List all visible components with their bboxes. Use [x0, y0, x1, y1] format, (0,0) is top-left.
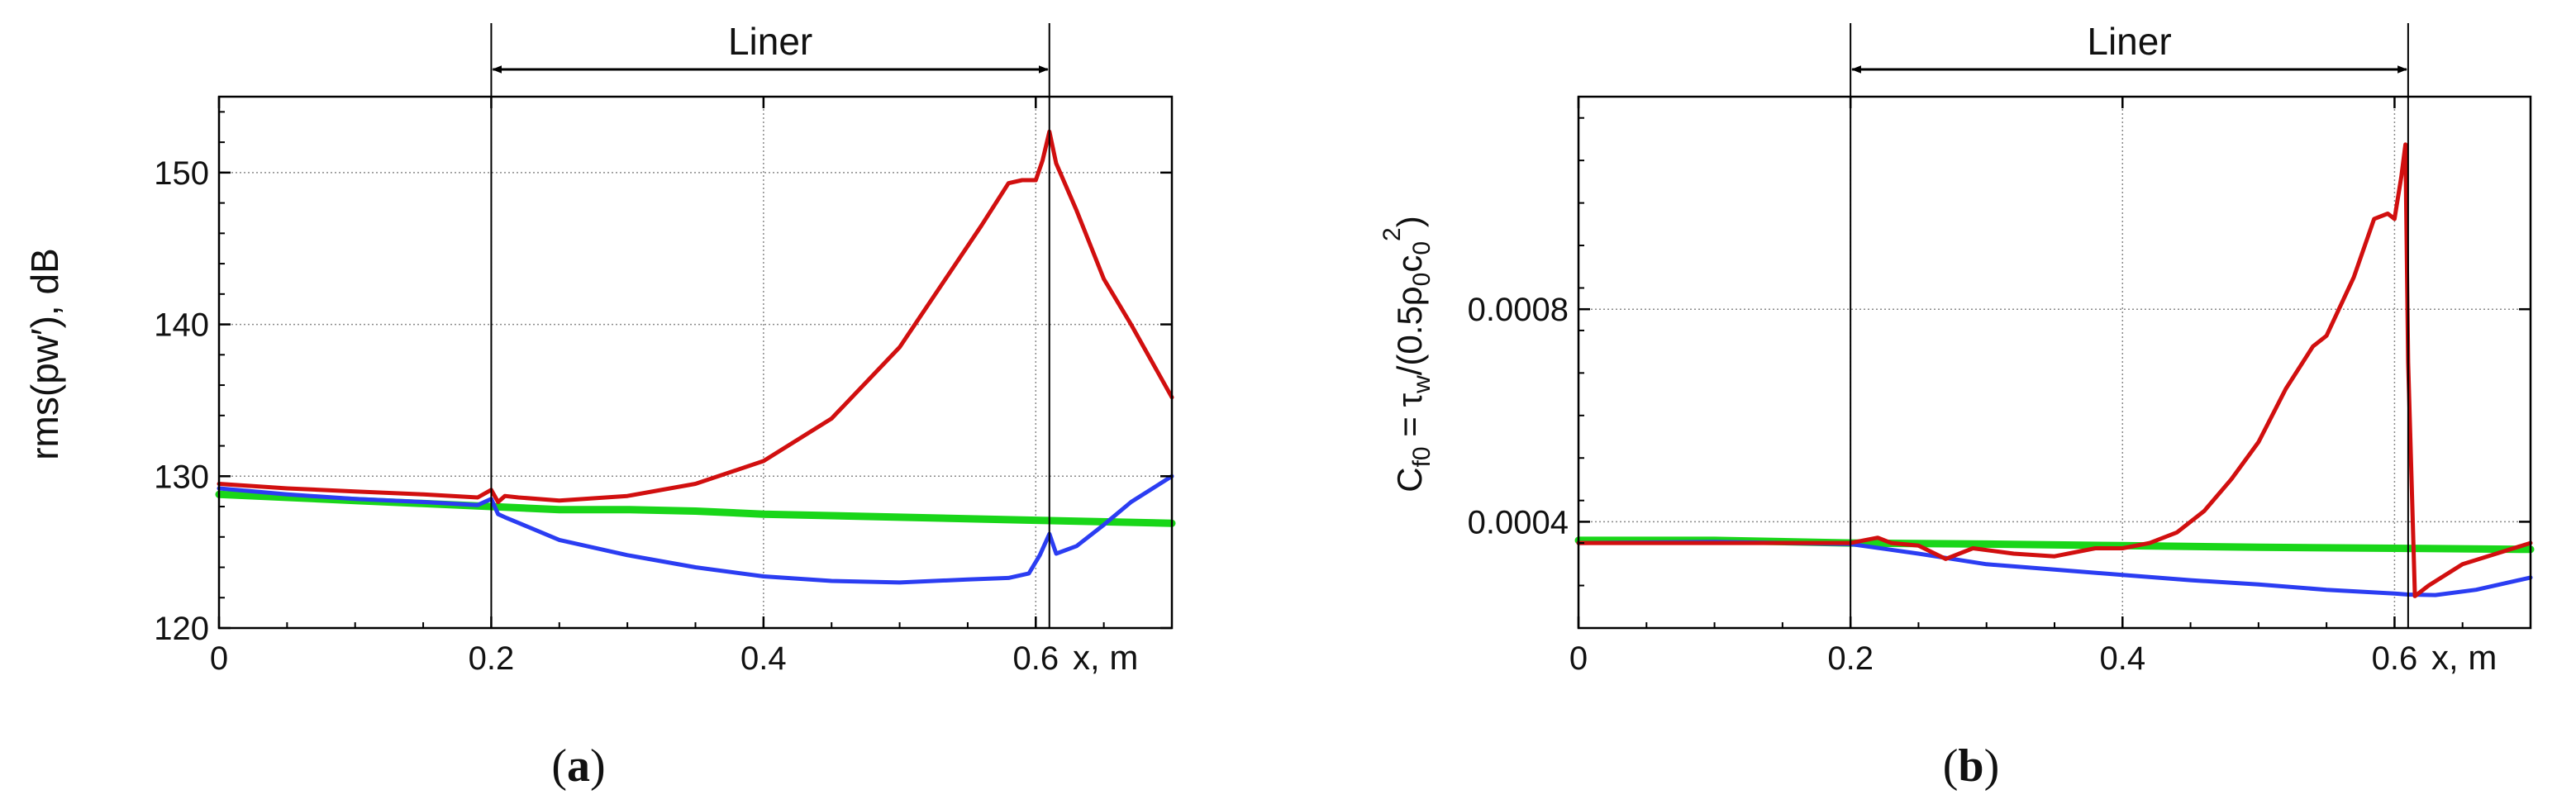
y-tick-label: 150 — [154, 155, 209, 192]
x-tick-label: 0 — [210, 640, 228, 677]
x-tick-label: 0 — [1569, 640, 1588, 677]
x-axis-label-b: x, m — [2431, 638, 2497, 677]
y-tick-label: 130 — [154, 459, 209, 495]
series-line — [1576, 540, 2533, 597]
y-tick-label: 140 — [154, 307, 209, 344]
liner-annotation-b: Liner — [1850, 20, 2409, 628]
y-tick-label: 0.0004 — [1468, 504, 1569, 540]
liner-annotation-a: Liner — [490, 20, 1050, 628]
grid-lines-a — [219, 97, 1172, 628]
x-tick-label: 0.6 — [1012, 640, 1059, 677]
panel-label-b: (b) — [1943, 740, 1999, 792]
x-tick-label: 0.4 — [2099, 640, 2145, 677]
y-axis-label-b: Cf0 = τw/(0.5ρ0c02) — [1378, 216, 1436, 493]
series-line — [217, 129, 1174, 504]
chart-panel-a: 0 0.2 0.4 0.6 120 130 140 150 Liner x, m rms(pw… — [23, 20, 1176, 792]
series-line — [217, 474, 1174, 585]
y-tick-label: 120 — [154, 611, 209, 647]
series-group-b — [1574, 142, 2535, 598]
liner-label: Liner — [2087, 20, 2171, 63]
chart-panel-b: 0 0.2 0.4 0.6 0.0004 0.0008 Liner x, m Cf0 = … — [1378, 20, 2535, 792]
plot-frame-a — [217, 95, 1174, 630]
series-group-a — [215, 129, 1176, 585]
x-tick-label: 0.4 — [740, 640, 787, 677]
y-tick-label: 0.0008 — [1468, 292, 1569, 328]
axis-ticks-b: 0 0.2 0.4 0.6 0.0004 0.0008 — [1468, 97, 2531, 677]
x-axis-label-a: x, m — [1073, 638, 1138, 677]
x-tick-label: 0.6 — [2372, 640, 2418, 677]
x-tick-label: 0.2 — [1827, 640, 1874, 677]
x-tick-label: 0.2 — [469, 640, 515, 677]
series-line — [1576, 142, 2533, 598]
panel-label-a: (a) — [551, 740, 605, 792]
liner-label: Liner — [728, 20, 812, 63]
y-axis-label-a: rms(pw′), dB — [23, 248, 66, 460]
axis-ticks-a: 0 0.2 0.4 0.6 120 130 140 150 — [154, 97, 1173, 677]
